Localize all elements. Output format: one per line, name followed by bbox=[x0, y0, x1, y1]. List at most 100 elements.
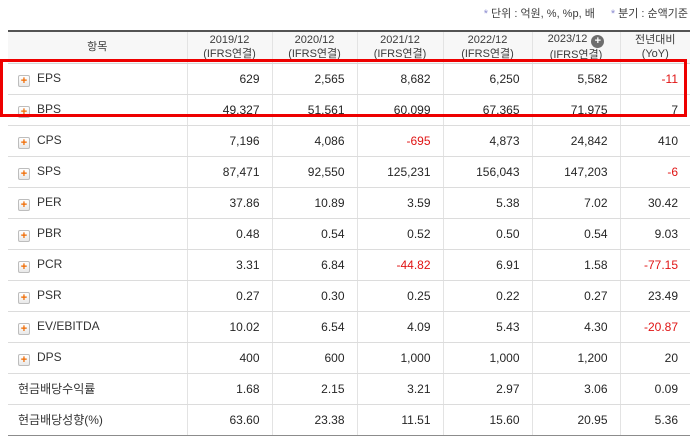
value-cell: 4.09 bbox=[356, 311, 443, 343]
value-cell: 4,086 bbox=[271, 125, 357, 157]
table-row-현금배당성향: 현금배당성향(%) 63.60 23.38 11.51 15.60 20.95 5.36 bbox=[8, 404, 690, 436]
value-cell: 4,873 bbox=[442, 125, 532, 157]
value-cell: 6.54 bbox=[271, 311, 357, 343]
value-cell: 20 bbox=[619, 342, 690, 374]
row-label: SPS bbox=[37, 163, 62, 178]
column-period-label: 2023/12 bbox=[547, 33, 588, 46]
value-cell: 1,000 bbox=[356, 342, 443, 374]
row-label-cell: + DPS bbox=[8, 342, 187, 374]
value-cell: 30.42 bbox=[619, 187, 690, 219]
value-cell: 10.89 bbox=[271, 187, 357, 219]
circle-plus-icon[interactable]: + bbox=[591, 35, 605, 49]
value-cell: 0.27 bbox=[186, 280, 272, 312]
row-label: PCR bbox=[37, 256, 63, 271]
value-cell: 0.48 bbox=[186, 218, 272, 250]
expand-plus-icon[interactable]: + bbox=[18, 198, 30, 211]
value-cell: 0.54 bbox=[271, 218, 357, 250]
row-label: DPS bbox=[37, 349, 62, 364]
table-row-per: + PER 37.86 10.89 3.59 5.38 7.02 30.42 bbox=[8, 187, 690, 219]
unit-notes: * 단위 : 억원, %, %p, 배 * 분기 : 순액기준 bbox=[484, 5, 688, 21]
value-cell: 5.38 bbox=[442, 187, 532, 219]
value-cell: 0.27 bbox=[531, 280, 620, 312]
value-cell: 600 bbox=[271, 342, 357, 374]
table-row-현금배당수익률: 현금배당수익률 1.68 2.15 3.21 2.97 3.06 0.09 bbox=[8, 373, 690, 405]
row-label-cell: 현금배당수익률 bbox=[8, 373, 187, 405]
table-row-sps: + SPS 87,471 92,550 125,231 156,043 147,203 -6 bbox=[8, 156, 690, 188]
value-cell: -6 bbox=[619, 156, 690, 188]
value-cell: 0.09 bbox=[619, 373, 690, 405]
expand-plus-icon[interactable]: + bbox=[18, 167, 30, 180]
value-cell: 6.91 bbox=[442, 249, 532, 281]
row-label: PER bbox=[37, 194, 62, 209]
financial-ratio-table: 항목 2019/12 (IFRS연결) 2020/12 (IFRS연결) 2021/12… bbox=[8, 30, 690, 436]
expand-plus-icon[interactable]: + bbox=[18, 322, 30, 335]
column-period-label: 2021/12 bbox=[380, 33, 420, 46]
table-row-psr: + PSR 0.27 0.30 0.25 0.22 0.27 23.49 bbox=[8, 280, 690, 312]
expand-plus-icon[interactable]: + bbox=[18, 74, 30, 87]
value-cell: 20.95 bbox=[531, 404, 620, 436]
value-cell: 10.02 bbox=[186, 311, 272, 343]
value-cell: 63.60 bbox=[186, 404, 272, 436]
value-cell: 49,327 bbox=[186, 94, 272, 126]
value-cell: 7,196 bbox=[186, 125, 272, 157]
column-standard-label: (IFRS연결) bbox=[461, 48, 514, 61]
value-cell: 3.06 bbox=[531, 373, 620, 405]
value-cell: 3.31 bbox=[186, 249, 272, 281]
column-standard-label: (IFRS연결) bbox=[373, 48, 427, 61]
expand-plus-icon[interactable]: + bbox=[18, 353, 30, 366]
expand-plus-icon[interactable]: + bbox=[18, 260, 30, 273]
asterisk-marker: * bbox=[610, 8, 616, 20]
value-cell: 7 bbox=[619, 94, 690, 126]
value-cell: 67,365 bbox=[442, 94, 532, 126]
row-label: EPS bbox=[37, 70, 62, 85]
value-cell: 23.38 bbox=[271, 404, 357, 436]
value-cell: 0.50 bbox=[442, 218, 532, 250]
value-cell: 0.54 bbox=[531, 218, 620, 250]
value-cell: 5,582 bbox=[531, 63, 620, 95]
value-cell: -11 bbox=[619, 63, 690, 95]
column-standard-label: (IFRS연결) bbox=[288, 48, 341, 61]
column-header-2020-12: 2020/12 (IFRS연결) bbox=[271, 30, 357, 64]
value-cell: 1.58 bbox=[531, 249, 620, 281]
row-label-cell: + BPS bbox=[8, 94, 187, 126]
row-label-cell: + EV/EBITDA bbox=[8, 311, 187, 343]
column-header-2021-12: 2021/12 (IFRS연결) bbox=[356, 30, 443, 64]
value-cell: 3.21 bbox=[356, 373, 443, 405]
value-cell: 87,471 bbox=[186, 156, 272, 188]
table-row-pcr: + PCR 3.31 6.84 -44.82 6.91 1.58 -77.15 bbox=[8, 249, 690, 281]
column-period-label: 2019/12 bbox=[209, 33, 250, 46]
value-cell: 71,975 bbox=[531, 94, 620, 126]
row-label: CPS bbox=[37, 132, 62, 147]
row-label-cell: + PSR bbox=[8, 280, 187, 312]
value-cell: 629 bbox=[186, 63, 272, 95]
value-cell: 2.97 bbox=[442, 373, 532, 405]
value-cell: 5.36 bbox=[619, 404, 690, 436]
value-cell: 60,099 bbox=[356, 94, 443, 126]
value-cell: 400 bbox=[186, 342, 272, 374]
header-row: 항목 2019/12 (IFRS연결) 2020/12 (IFRS연결) 2021/12… bbox=[8, 30, 690, 64]
column-standard-label: (IFRS연결) bbox=[203, 48, 256, 61]
column-header-전년대비: 전년대비 (YoY) bbox=[619, 30, 690, 64]
unit-note-text: 단위 : 억원, %, %p, 배 bbox=[491, 8, 595, 20]
value-cell: 147,203 bbox=[531, 156, 620, 188]
row-label-cell: + CPS bbox=[8, 125, 187, 157]
value-cell: 0.30 bbox=[271, 280, 357, 312]
expand-plus-icon[interactable]: + bbox=[18, 229, 30, 242]
expand-plus-icon[interactable]: + bbox=[18, 291, 30, 304]
value-cell: 8,682 bbox=[356, 63, 443, 95]
table-row-cps: + CPS 7,196 4,086 -695 4,873 24,842 410 bbox=[8, 125, 690, 157]
value-cell: 3.59 bbox=[356, 187, 443, 219]
value-cell: 11.51 bbox=[356, 404, 443, 436]
column-header-2019-12: 2019/12 (IFRS연결) bbox=[186, 30, 272, 64]
expand-plus-icon[interactable]: + bbox=[18, 105, 30, 118]
table-row-dps: + DPS 400 600 1,000 1,000 1,200 20 bbox=[8, 342, 690, 374]
row-label-cell: + EPS bbox=[8, 63, 187, 95]
value-cell: 5.43 bbox=[442, 311, 532, 343]
item-column-header: 항목 bbox=[8, 30, 187, 64]
value-cell: 1.68 bbox=[186, 373, 272, 405]
expand-plus-icon[interactable]: + bbox=[18, 136, 30, 149]
financial-table-body: + EPS 629 2,565 8,682 6,250 5,582 -11 + BPS 49,327… bbox=[8, 63, 690, 436]
value-cell: 0.52 bbox=[356, 218, 443, 250]
asterisk-marker: * bbox=[483, 8, 489, 20]
table-row-eps: + EPS 629 2,565 8,682 6,250 5,582 -11 bbox=[8, 63, 690, 95]
